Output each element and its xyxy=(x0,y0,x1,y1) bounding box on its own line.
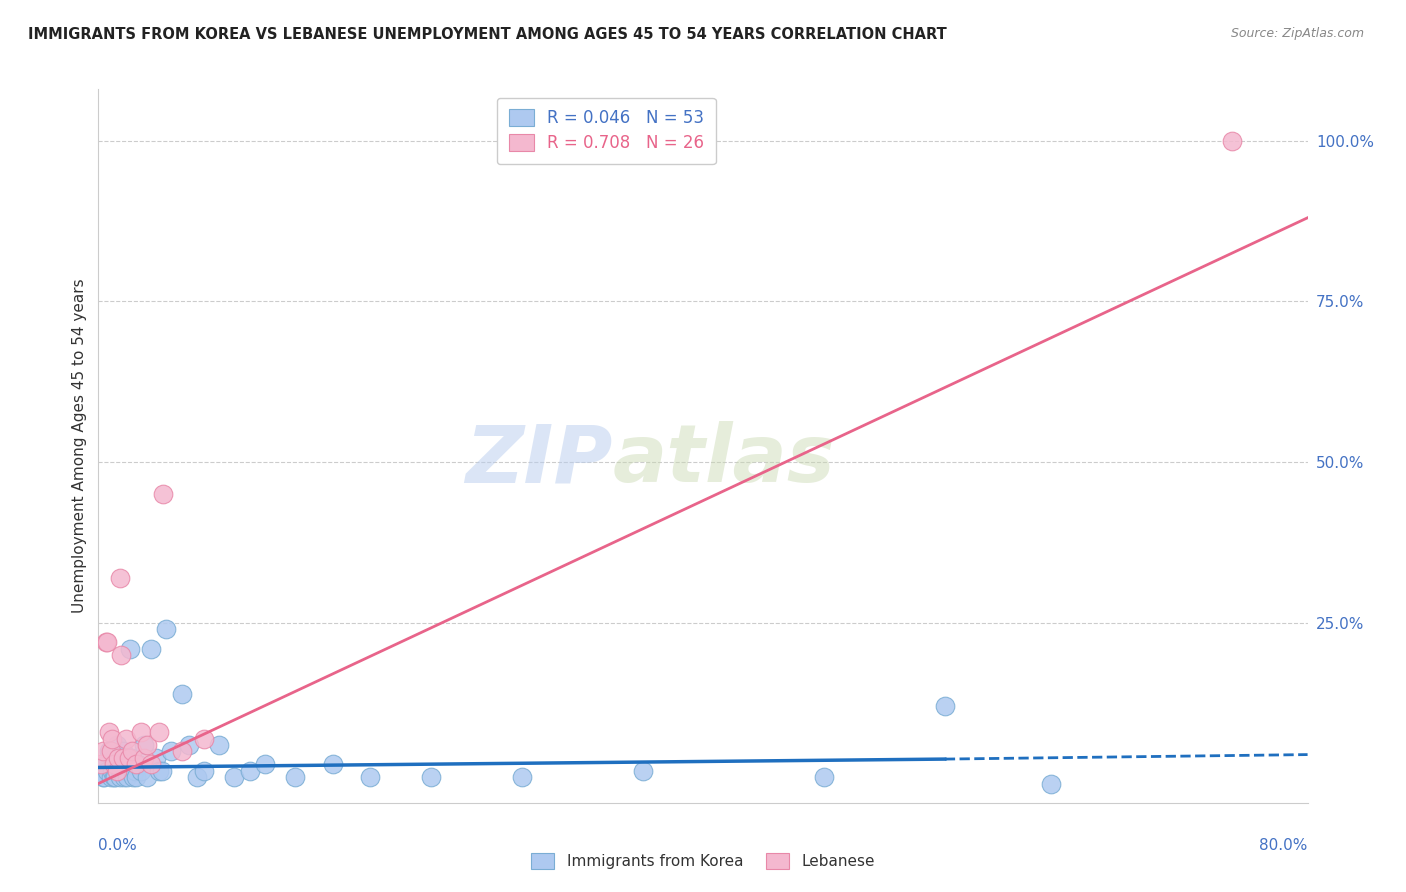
Point xyxy=(110,757,132,772)
Point xyxy=(91,744,114,758)
Point xyxy=(129,764,152,778)
Point xyxy=(93,770,115,784)
Point xyxy=(90,764,112,778)
Point xyxy=(120,641,142,656)
Point xyxy=(103,751,125,765)
Point xyxy=(148,764,170,778)
Text: Source: ZipAtlas.com: Source: ZipAtlas.com xyxy=(1230,27,1364,40)
Point xyxy=(105,738,128,752)
Point xyxy=(1220,134,1243,148)
Text: atlas: atlas xyxy=(613,421,835,500)
Point xyxy=(1039,776,1062,790)
Legend: R = 0.046   N = 53, R = 0.708   N = 26: R = 0.046 N = 53, R = 0.708 N = 26 xyxy=(496,97,716,164)
Point xyxy=(111,744,134,758)
Point xyxy=(90,757,112,772)
Point xyxy=(420,770,443,784)
Point xyxy=(124,764,146,778)
Point xyxy=(135,738,157,752)
Point xyxy=(193,764,215,778)
Point xyxy=(107,751,129,765)
Text: 80.0%: 80.0% xyxy=(1260,838,1308,853)
Point xyxy=(322,757,344,772)
Point xyxy=(155,622,177,636)
Point xyxy=(132,738,155,752)
Point xyxy=(170,744,193,758)
Point xyxy=(115,770,138,784)
Point xyxy=(122,770,145,784)
Point xyxy=(208,738,231,752)
Point xyxy=(112,770,135,784)
Point xyxy=(934,699,956,714)
Point xyxy=(150,764,173,778)
Point xyxy=(186,770,208,784)
Point xyxy=(110,648,132,662)
Point xyxy=(96,764,118,778)
Point xyxy=(152,487,174,501)
Point xyxy=(121,751,143,765)
Point xyxy=(125,757,148,772)
Point xyxy=(631,764,654,778)
Point xyxy=(132,751,155,765)
Point xyxy=(114,731,136,746)
Point xyxy=(103,770,125,784)
Point xyxy=(360,770,382,784)
Point xyxy=(110,764,132,778)
Point xyxy=(107,751,129,765)
Legend: Immigrants from Korea, Lebanese: Immigrants from Korea, Lebanese xyxy=(526,847,880,875)
Point xyxy=(135,770,157,784)
Point xyxy=(170,686,193,700)
Point xyxy=(118,751,141,765)
Point xyxy=(104,770,127,784)
Y-axis label: Unemployment Among Ages 45 to 54 years: Unemployment Among Ages 45 to 54 years xyxy=(72,278,87,614)
Point xyxy=(224,770,246,784)
Point xyxy=(105,764,128,778)
Point xyxy=(179,738,201,752)
Point xyxy=(148,725,170,739)
Point xyxy=(108,571,131,585)
Point xyxy=(253,757,276,772)
Point xyxy=(94,635,117,649)
Point xyxy=(118,757,141,772)
Point xyxy=(813,770,835,784)
Point xyxy=(193,731,215,746)
Point xyxy=(111,751,134,765)
Point xyxy=(239,764,262,778)
Point xyxy=(100,744,122,758)
Point xyxy=(141,641,163,656)
Text: IMMIGRANTS FROM KOREA VS LEBANESE UNEMPLOYMENT AMONG AGES 45 TO 54 YEARS CORRELA: IMMIGRANTS FROM KOREA VS LEBANESE UNEMPL… xyxy=(28,27,946,42)
Point xyxy=(101,764,124,778)
Point xyxy=(101,731,124,746)
Point xyxy=(510,770,533,784)
Point xyxy=(121,744,143,758)
Point xyxy=(160,744,183,758)
Point xyxy=(127,757,149,772)
Point xyxy=(98,725,121,739)
Point xyxy=(94,757,117,772)
Point xyxy=(96,635,118,649)
Point xyxy=(108,770,131,784)
Point xyxy=(114,764,136,778)
Point xyxy=(125,770,148,784)
Point xyxy=(91,770,114,784)
Point xyxy=(145,751,167,765)
Text: 0.0%: 0.0% xyxy=(98,838,138,853)
Point xyxy=(100,770,122,784)
Text: ZIP: ZIP xyxy=(465,421,613,500)
Point xyxy=(98,744,121,758)
Point xyxy=(284,770,307,784)
Point xyxy=(141,757,163,772)
Point xyxy=(103,757,125,772)
Point xyxy=(129,725,152,739)
